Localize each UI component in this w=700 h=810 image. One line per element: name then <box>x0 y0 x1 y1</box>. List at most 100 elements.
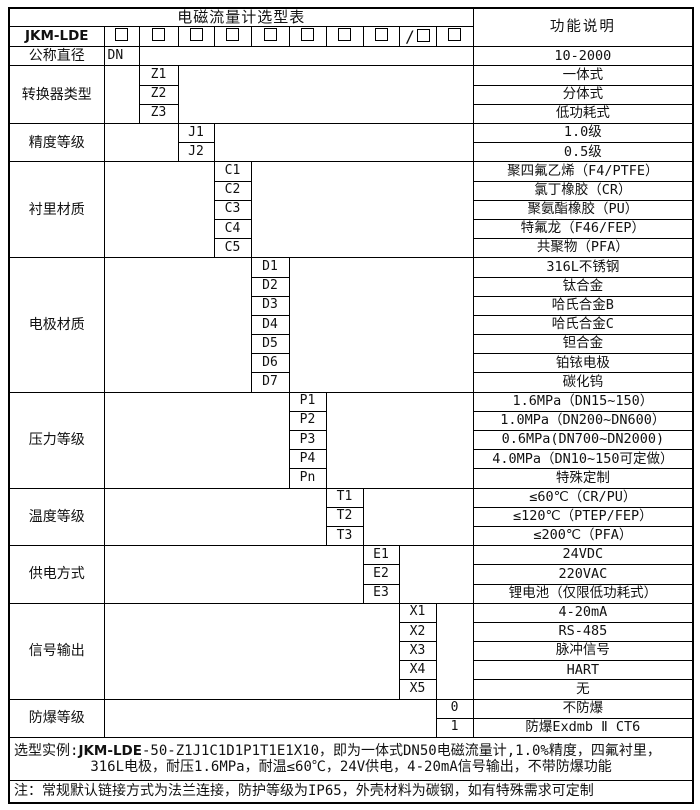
code-cell: T1 <box>325 487 364 508</box>
code-cell: C3 <box>213 199 252 220</box>
desc-cell: 4.0MPa（DN10~150可定做） <box>472 449 694 470</box>
empty-cell <box>103 161 215 259</box>
code-cell: 0 <box>435 698 474 719</box>
checkbox-icon <box>152 28 165 42</box>
code-cell: E3 <box>362 583 400 604</box>
empty-cell <box>103 122 179 163</box>
code-cell: D6 <box>250 353 290 374</box>
code-cell: C5 <box>213 238 252 259</box>
desc-cell: HART <box>472 660 694 681</box>
empty-cell <box>103 65 140 124</box>
code-cell: P4 <box>288 449 327 470</box>
empty-cell <box>103 391 290 489</box>
model-digit-cell <box>325 26 364 48</box>
section-label-signal-output: 信号输出 <box>8 602 105 700</box>
empty-cell <box>435 602 474 700</box>
model-digit-cell <box>177 26 215 48</box>
code-cell: X5 <box>398 679 437 700</box>
code-cell: J2 <box>177 142 215 163</box>
desc-cell: 不防爆 <box>472 698 694 719</box>
section-label-electrode-material: 电极材质 <box>8 257 105 393</box>
desc-cell: ≤60℃（CR/PU） <box>472 487 694 508</box>
checkbox-icon <box>374 28 388 42</box>
code-cell: P3 <box>288 429 327 451</box>
desc-cell: 铂铱电极 <box>472 353 694 374</box>
section-label-liner-material: 衬里材质 <box>8 161 105 259</box>
desc-cell: 无 <box>472 679 694 700</box>
checkbox-icon <box>263 28 277 42</box>
section-label-temperature-rating: 温度等级 <box>8 487 105 547</box>
code-cell: C1 <box>213 161 252 182</box>
model-digit-cell <box>362 26 400 48</box>
section-label-accuracy-class: 精度等级 <box>8 122 105 163</box>
example-prefix: 选型实例: <box>14 742 79 759</box>
code-cell: X2 <box>398 621 437 643</box>
desc-cell: 分体式 <box>472 84 694 105</box>
desc-cell: 聚四氟乙烯（F4/PTFE） <box>472 161 694 182</box>
desc-cell: ≤120℃（PTEP/FEP） <box>472 506 694 527</box>
function-column-header: 功能说明 <box>472 7 694 48</box>
code-cell: J1 <box>177 122 215 144</box>
code-cell: P1 <box>288 391 327 412</box>
desc-cell: 1.6MPa（DN15~150） <box>472 391 694 412</box>
desc-cell: 哈氏合金C <box>472 314 694 336</box>
model-digit-cell <box>288 26 327 48</box>
desc-cell: 哈氏合金B <box>472 295 694 316</box>
code-cell: C4 <box>213 218 252 240</box>
desc-cell: 钛合金 <box>472 276 694 297</box>
checkbox-icon <box>189 28 203 42</box>
code-cell: D2 <box>250 276 290 297</box>
desc-cell: 锂电池（仅限低功耗式） <box>472 583 694 604</box>
empty-cell <box>103 698 437 739</box>
desc-cell: 一体式 <box>472 65 694 86</box>
checkbox-icon <box>301 28 314 42</box>
desc-cell: RS-485 <box>472 621 694 643</box>
code-cell: 1 <box>435 717 474 739</box>
code-cell: T3 <box>325 525 364 547</box>
model-digit-cell-slash: / <box>398 26 437 48</box>
desc-cell: 钽合金 <box>472 334 694 355</box>
desc-cell: 特殊定制 <box>472 468 694 489</box>
checkbox-icon <box>448 28 462 42</box>
code-cell: Z3 <box>138 103 179 125</box>
desc-cell: 聚氨酯橡胶（PU） <box>472 199 694 220</box>
code-cell: D3 <box>250 295 290 316</box>
desc-cell: 0.5级 <box>472 142 694 163</box>
model-digit-cell <box>138 26 179 48</box>
empty-cell <box>103 602 400 700</box>
empty-cell <box>213 122 474 163</box>
example-model: JKM-LDE <box>78 742 142 759</box>
table-title: 电磁流量计选型表 <box>8 7 474 28</box>
desc-cell: 脉冲信号 <box>472 641 694 662</box>
code-cell: X3 <box>398 641 437 662</box>
desc-cell: 0.6MPa(DN700~DN2000) <box>472 429 694 451</box>
desc-cell: 氯丁橡胶（CR） <box>472 180 694 201</box>
checkbox-icon <box>226 28 239 42</box>
example-rest: -50-Z1J1C1D1P1T1E1X10，即为一体式DN50电磁流量计,1.0… <box>142 742 661 759</box>
desc-cell: 24VDC <box>472 545 694 566</box>
code-cell: C2 <box>213 180 252 201</box>
code-cell: D7 <box>250 372 290 393</box>
code-cell: Z1 <box>138 65 179 86</box>
desc-cell: 4-20mA <box>472 602 694 623</box>
model-digit-cell <box>213 26 252 48</box>
code-cell: Pn <box>288 468 327 489</box>
empty-cell <box>103 545 364 604</box>
desc-cell: 220VAC <box>472 564 694 585</box>
empty-cell <box>325 391 474 489</box>
code-cell: D5 <box>250 334 290 355</box>
desc-cell: 特氟龙（F46/FEP） <box>472 218 694 240</box>
example-line1: 选型实例:JKM-LDE-50-Z1J1C1D1P1T1E1X10，即为一体式D… <box>14 743 688 760</box>
code-cell: D4 <box>250 314 290 336</box>
model-digit-cell <box>103 26 140 48</box>
section-label-explosion-proof: 防爆等级 <box>8 698 105 739</box>
empty-cell <box>103 487 327 547</box>
example-line2: 316L电极，耐压1.6MPa，耐温≤60℃，24V供电，4-20mA信号输出，… <box>90 759 612 776</box>
code-cell: DN <box>103 46 140 67</box>
code-cell: T2 <box>325 506 364 527</box>
empty-cell <box>398 545 474 604</box>
selection-table: 电磁流量计选型表 功能说明 JKM-LDE / 公称直径 DN 10-2000 … <box>8 7 695 804</box>
code-cell: Z2 <box>138 84 179 105</box>
model-prefix: JKM-LDE <box>8 26 105 48</box>
code-cell: X4 <box>398 660 437 681</box>
